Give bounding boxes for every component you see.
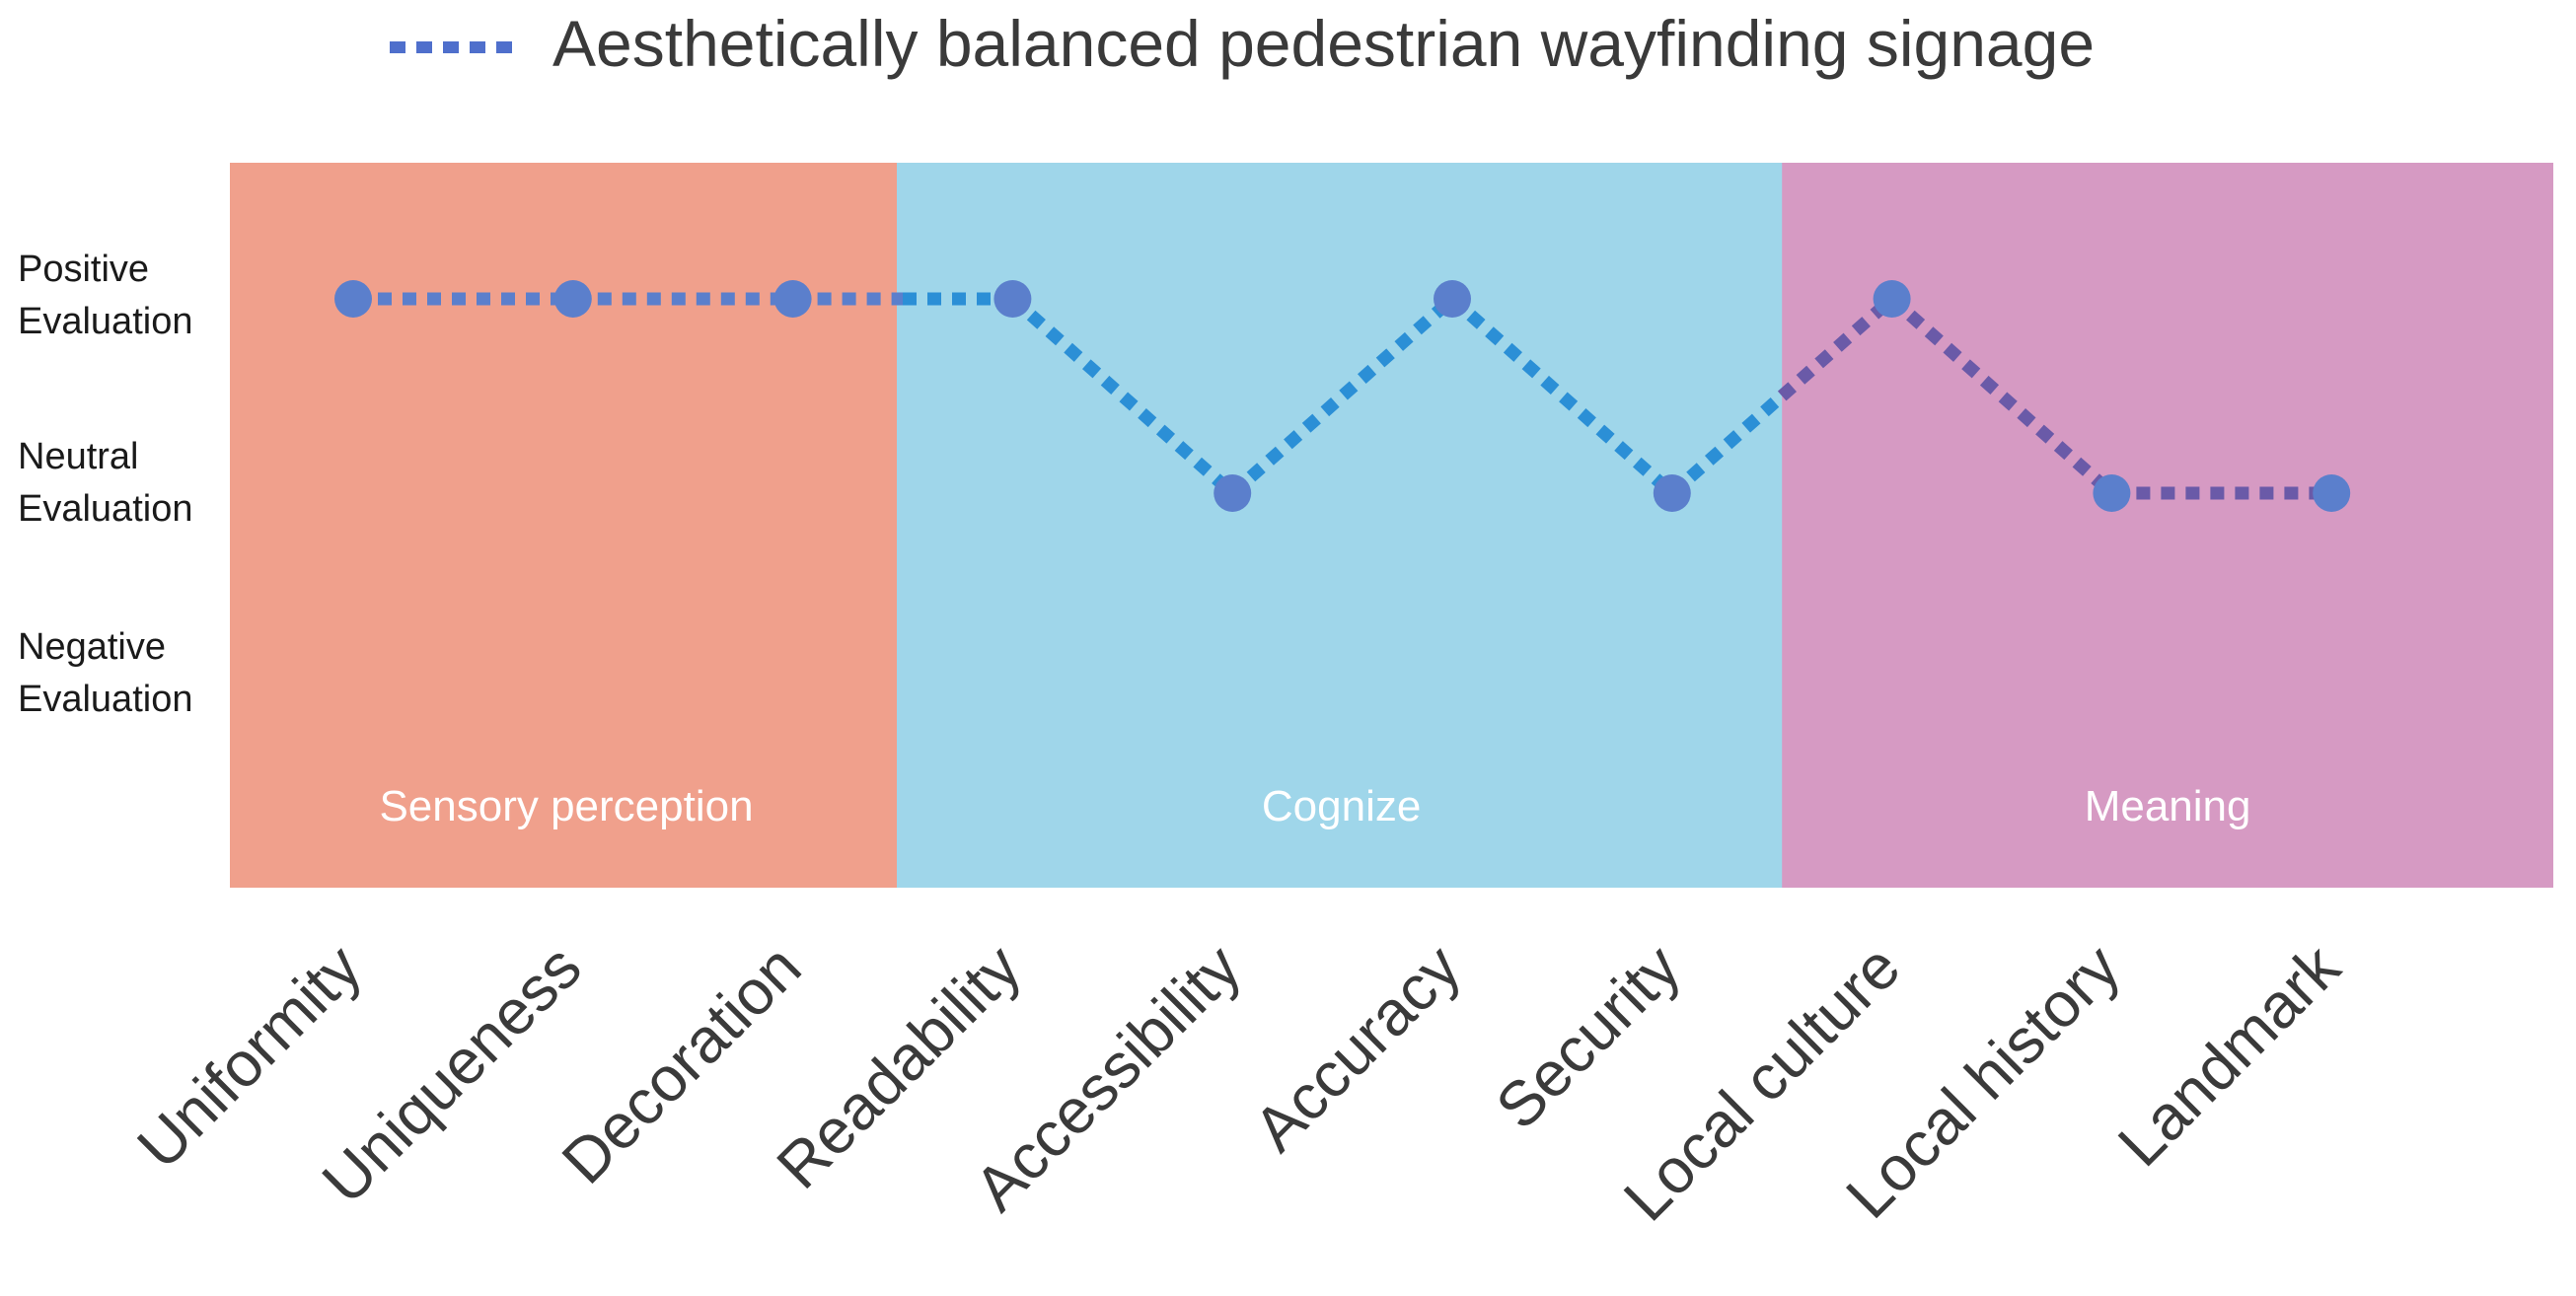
x-axis-tick-labels: UniformityUniquenessDecorationReadabilit… xyxy=(123,930,2353,1234)
y-axis-labels: Positive Evaluation Neutral Evaluation Negat… xyxy=(18,249,192,720)
y-level-label: Negative Evaluation xyxy=(18,626,192,720)
x-tick-label: Accuracy xyxy=(1240,931,1474,1165)
region-label: Meaning xyxy=(2085,782,2251,830)
series-line xyxy=(353,292,2332,500)
y-level-label: Positive Evaluation xyxy=(18,249,192,342)
x-tick-label: Landmark xyxy=(2104,930,2354,1180)
y-level-label: Neutral Evaluation xyxy=(18,436,192,530)
data-point xyxy=(1873,280,1911,318)
region-cognize xyxy=(897,163,1787,888)
legend-label: Aesthetically balanced pedestrian wayfin… xyxy=(552,7,2095,80)
data-point xyxy=(2093,474,2131,512)
data-point xyxy=(994,280,1032,318)
region-meaning xyxy=(1782,163,2553,888)
data-point xyxy=(1653,474,1691,512)
data-point xyxy=(2313,474,2351,512)
region-sensory-perception xyxy=(230,163,903,888)
data-point xyxy=(1214,474,1252,512)
data-point xyxy=(1434,280,1471,318)
x-tick-label: Security xyxy=(1482,931,1693,1142)
region-label: Sensory perception xyxy=(379,782,753,830)
data-point xyxy=(334,280,372,318)
region-labels: Sensory perception Cognize Meaning xyxy=(379,782,2250,830)
data-point xyxy=(773,280,812,318)
data-point xyxy=(553,280,592,318)
region-label: Cognize xyxy=(1262,782,1421,830)
region-backgrounds xyxy=(230,163,2553,888)
legend: Aesthetically balanced pedestrian wayfin… xyxy=(390,7,2095,80)
series-points xyxy=(334,280,2351,512)
